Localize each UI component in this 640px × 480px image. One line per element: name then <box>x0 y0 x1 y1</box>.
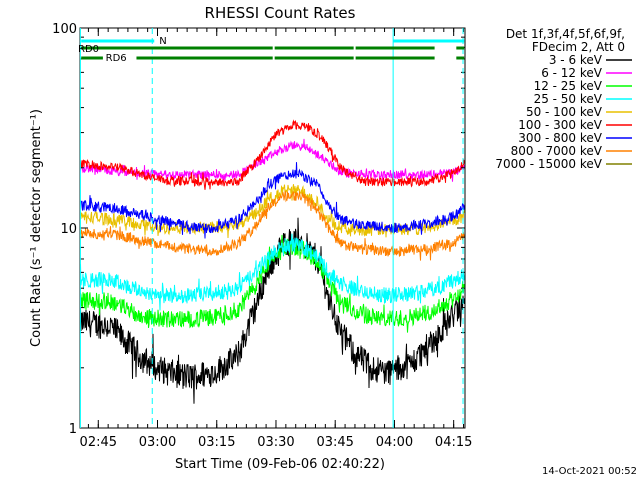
x-axis-label: Start Time (09-Feb-06 02:40:22) <box>175 457 385 472</box>
rd0-label: RD0 <box>78 44 99 55</box>
n-bar-label: N <box>159 36 166 47</box>
series-line-8 <box>79 190 466 261</box>
y-tick-label: 1 <box>69 422 77 437</box>
y-tick-label: 10 <box>60 222 77 237</box>
x-tick-label: 03:30 <box>257 435 294 450</box>
x-tick-label: 03:45 <box>316 435 353 450</box>
y-axis-label: Count Rate (s⁻¹ detector segment⁻¹) <box>29 109 44 347</box>
y-tick-label: 100 <box>52 22 77 37</box>
timestamp-label: 14-Oct-2021 00:52 <box>542 466 637 477</box>
legend-entry-label: 6 - 12 keV <box>541 66 603 80</box>
legend-entry-label: 300 - 800 keV <box>518 131 602 145</box>
legend-title: Det 1f,3f,4f,5f,6f,9f, <box>506 27 625 41</box>
x-tick-label: 04:15 <box>435 435 472 450</box>
x-tick-label: 03:00 <box>139 435 176 450</box>
legend-entry-label: 7000 - 15000 keV <box>495 157 602 171</box>
legend-entry-label: 12 - 25 keV <box>534 79 603 93</box>
chart-title: RHESSI Count Rates <box>205 4 356 22</box>
legend-title: FDecim 2, Att 0 <box>532 40 625 54</box>
series-layer <box>79 119 466 404</box>
x-tick-label: 04:00 <box>376 435 413 450</box>
legend: Det 1f,3f,4f,5f,6f,9f,FDecim 2, Att 03 -… <box>495 27 632 171</box>
x-tick-label: 02:45 <box>80 435 117 450</box>
series-line-6 <box>79 119 466 190</box>
legend-entry-label: 50 - 100 keV <box>526 105 603 119</box>
series-line-4 <box>79 233 466 311</box>
legend-entry-label: 3 - 6 keV <box>549 53 603 67</box>
rd6-label: RD6 <box>106 53 127 64</box>
x-tick-label: 03:15 <box>198 435 235 450</box>
series-line-7 <box>79 162 466 239</box>
axes-layer: 1 10 100 02:45 03:00 03:15 03:30 03:45 04:00 04:1… <box>52 22 472 450</box>
legend-entry-label: 100 - 300 keV <box>518 118 602 132</box>
legend-entry-label: 800 - 7000 keV <box>511 144 603 158</box>
legend-entry-label: 25 - 50 keV <box>534 92 603 106</box>
